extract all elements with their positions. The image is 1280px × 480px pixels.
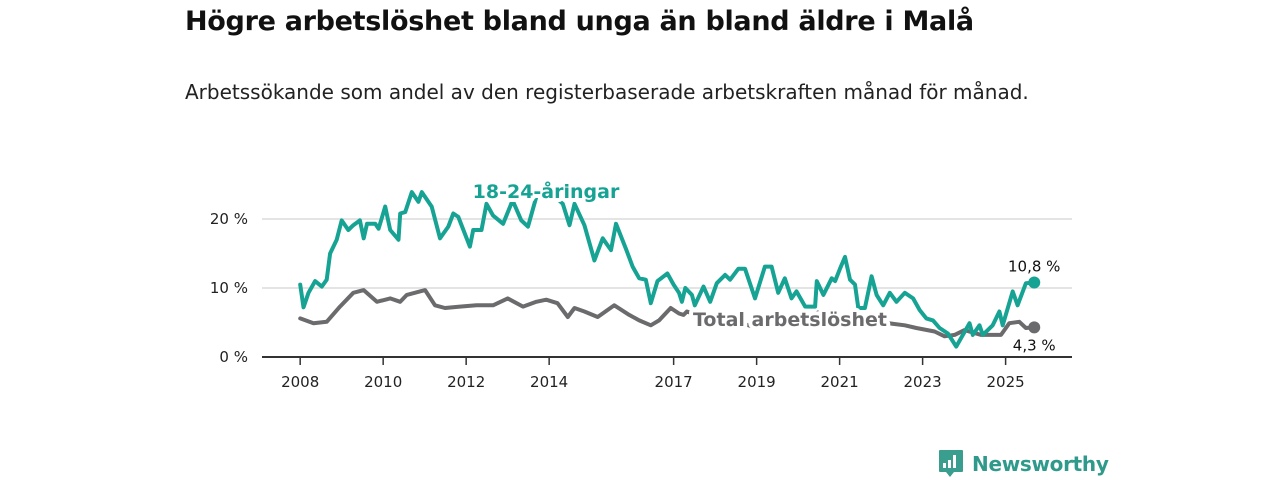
chart-title: Högre arbetslöshet bland unga än bland ä… (185, 6, 974, 37)
series-label-total: Total arbetslöshet (693, 309, 887, 331)
series-lines (298, 186, 1041, 349)
x-tick-label: 2023 (904, 373, 942, 391)
series-labels: 18-24-åringar Total arbetslöshet 10,8 % 4,3… (469, 175, 1063, 356)
end-value-total: 4,3 % (1013, 336, 1056, 354)
end-point-marker (1028, 321, 1041, 334)
x-tick-label: 2010 (364, 373, 402, 391)
x-tick-label: 2025 (987, 373, 1025, 391)
end-point-marker (1028, 276, 1041, 289)
x-tick-label: 2021 (821, 373, 859, 391)
y-tick-label: 0 % (219, 348, 248, 366)
y-tick-label: 20 % (210, 210, 248, 228)
chart-subtitle: Arbetssökande som andel av den registerb… (185, 80, 1029, 104)
x-axis: 2008 2010 2012 2014 2017 2019 2021 2023 2025 (262, 356, 1072, 391)
series-line-total (298, 288, 1037, 339)
series-line-youth (298, 186, 1037, 349)
x-tick-label: 2017 (655, 373, 693, 391)
y-tick-label: 10 % (210, 279, 248, 297)
x-tick-label: 2019 (738, 373, 776, 391)
x-tick-label: 2008 (281, 373, 319, 391)
end-value-youth: 10,8 % (1008, 257, 1060, 275)
newsworthy-logo: Newsworthy (938, 449, 1109, 479)
gridlines (262, 218, 1072, 289)
y-axis: 0 % 10 % 20 % (210, 210, 248, 366)
newsworthy-logo-text: Newsworthy (972, 452, 1109, 476)
x-tick-label: 2014 (530, 373, 568, 391)
series-label-youth: 18-24-åringar (473, 179, 620, 203)
x-tick-label: 2012 (447, 373, 485, 391)
newsworthy-logo-icon (939, 450, 963, 477)
